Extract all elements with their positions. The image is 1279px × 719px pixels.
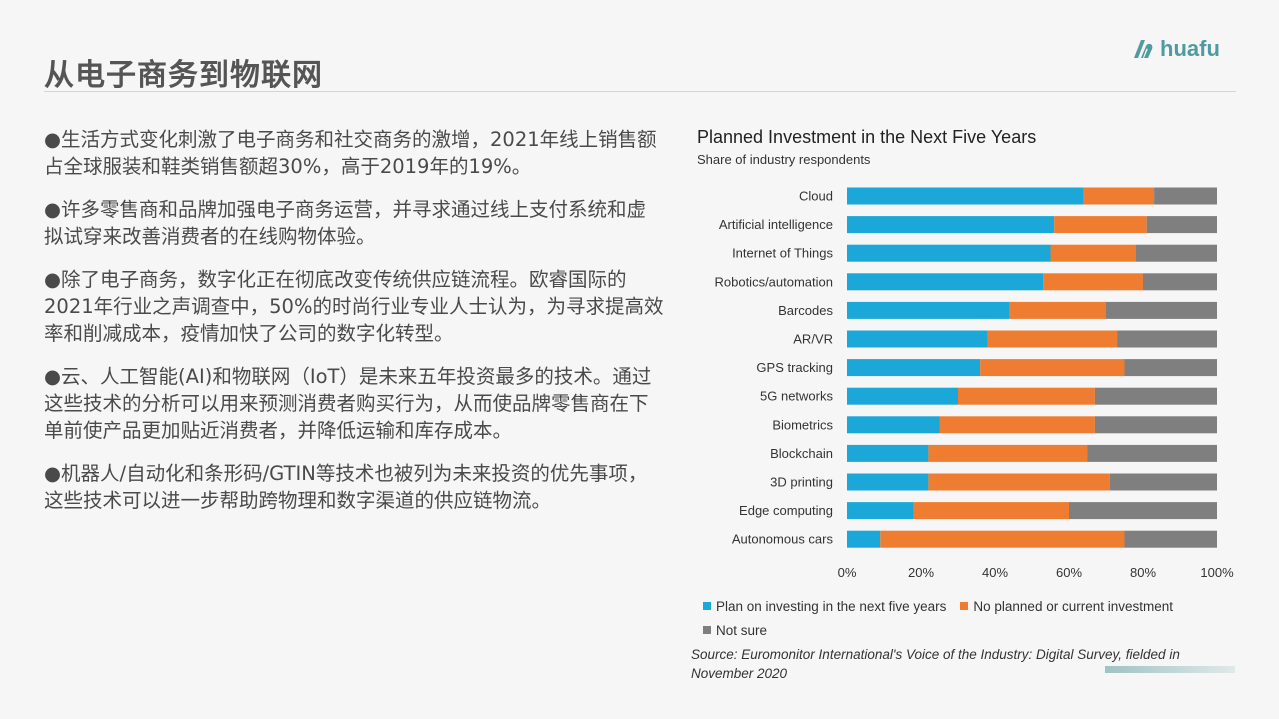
bar-segment-no-plan: [928, 473, 1110, 491]
chart-subtitle: Share of industry respondents: [697, 152, 871, 167]
bar-segment-no-plan: [987, 330, 1118, 348]
bar-segment-no-plan: [958, 387, 1095, 405]
bullet-item: ●除了电子商务，数字化正在彻底改变传统供应链流程。欧睿国际的2021年行业之声调…: [44, 268, 664, 345]
category-label: 3D printing: [770, 475, 833, 490]
bar-segment-no-plan: [928, 444, 1088, 462]
bar-segment-no-plan: [1054, 216, 1147, 234]
legend-item-plan: Plan on investing in the next five years: [703, 599, 946, 614]
bar-segment-plan: [847, 502, 914, 520]
bar-segment-plan: [847, 473, 929, 491]
bar-segment-not-sure: [1087, 444, 1217, 462]
bar-segment-no-plan: [980, 359, 1125, 377]
chart-source: Source: Euromonitor International's Voic…: [691, 647, 1180, 681]
bar-segment-no-plan: [1050, 244, 1136, 262]
legend-item-not-sure: Not sure: [703, 623, 767, 638]
category-label: Robotics/automation: [714, 274, 833, 289]
legend-swatch-plan: [703, 602, 711, 610]
logo-icon: [1134, 40, 1153, 58]
bullet-item: ●生活方式变化刺激了电子商务和社交商务的激增，2021年线上销售额占全球服装和鞋…: [44, 128, 657, 178]
bar-segment-not-sure: [1124, 359, 1217, 377]
category-label: Barcodes: [778, 303, 833, 318]
x-tick-label: 80%: [1130, 565, 1156, 580]
category-label: Edge computing: [739, 503, 833, 518]
bullet-item: ●机器人/自动化和条形码/GTIN等技术也被列为未来投资的优先事项，这些技术可以…: [44, 462, 648, 512]
bar-segment-not-sure: [1117, 330, 1217, 348]
bar-segment-not-sure: [1069, 502, 1217, 520]
bar-segment-not-sure: [1094, 387, 1217, 405]
page-title: 从电子商务到物联网: [44, 58, 323, 93]
bar-segment-plan: [847, 416, 940, 434]
category-label: GPS tracking: [756, 360, 833, 375]
bullet-list: ●生活方式变化刺激了电子商务和社交商务的激增，2021年线上销售额占全球服装和鞋…: [44, 126, 664, 530]
bar-segment-not-sure: [1146, 216, 1217, 234]
bar-segment-plan: [847, 359, 981, 377]
bar-segment-no-plan: [1083, 187, 1155, 205]
bar-segment-plan: [847, 244, 1051, 262]
bar-segment-not-sure: [1154, 187, 1217, 205]
x-tick-label: 0%: [838, 565, 857, 580]
bar-segment-no-plan: [913, 502, 1069, 520]
bar-segment-plan: [847, 444, 929, 462]
bar-segment-plan: [847, 301, 1010, 319]
bar-segment-not-sure: [1094, 416, 1217, 434]
bar-segment-no-plan: [1009, 301, 1106, 319]
bar-segment-not-sure: [1106, 301, 1217, 319]
footer-decoration: [1105, 666, 1235, 673]
bar-segment-plan: [847, 330, 988, 348]
bar-segment-not-sure: [1135, 244, 1217, 262]
title-divider: [44, 91, 1236, 92]
legend-swatch-not-sure: [703, 626, 711, 634]
bullet-item: ●许多零售商和品牌加强电子商务运营，并寻求通过线上支付系统和虚拟试穿来改善消费者…: [44, 198, 647, 248]
bar-segment-plan: [847, 387, 958, 405]
category-label: Internet of Things: [732, 246, 833, 261]
bar-segment-plan: [847, 216, 1055, 234]
bar-segment-no-plan: [880, 530, 1125, 548]
category-label: Cloud: [799, 189, 833, 204]
bullet-item: ●云、人工智能(AI)和物联网（IoT）是未来五年投资最多的技术。通过这些技术的…: [44, 365, 652, 442]
category-label: Biometrics: [772, 417, 833, 432]
chart-legend: Plan on investing in the next five years…: [703, 594, 1243, 642]
bar-segment-plan: [847, 187, 1084, 205]
stacked-bar-chart: Cloud Artificial intelligence Internet of …: [714, 187, 1234, 580]
logo: huafu: [1130, 36, 1220, 62]
x-tick-label: 40%: [982, 565, 1008, 580]
legend-item-no-plan: No planned or current investment: [960, 599, 1173, 614]
legend-label-not-sure: Not sure: [716, 622, 768, 638]
logo-text: huafu: [1160, 36, 1220, 61]
x-tick-label: 100%: [1200, 565, 1234, 580]
category-label: Blockchain: [770, 446, 833, 461]
bar-segment-plan: [847, 530, 881, 548]
bar-segment-plan: [847, 273, 1044, 291]
bar-segment-no-plan: [939, 416, 1095, 434]
bar-segment-not-sure: [1124, 530, 1217, 548]
bar-segment-not-sure: [1143, 273, 1217, 291]
legend-label-no-plan: No planned or current investment: [973, 598, 1173, 614]
category-label: AR/VR: [793, 332, 833, 347]
x-tick-label: 20%: [908, 565, 934, 580]
category-label: 5G networks: [760, 389, 833, 404]
category-label: Artificial intelligence: [719, 217, 833, 232]
legend-label-plan: Plan on investing in the next five years: [716, 598, 947, 614]
category-label: Autonomous cars: [732, 532, 834, 547]
bar-segment-no-plan: [1043, 273, 1143, 291]
chart-title: Planned Investment in the Next Five Year…: [697, 127, 1037, 147]
legend-swatch-no-plan: [960, 602, 969, 610]
x-tick-label: 60%: [1056, 565, 1082, 580]
bar-segment-not-sure: [1109, 473, 1217, 491]
